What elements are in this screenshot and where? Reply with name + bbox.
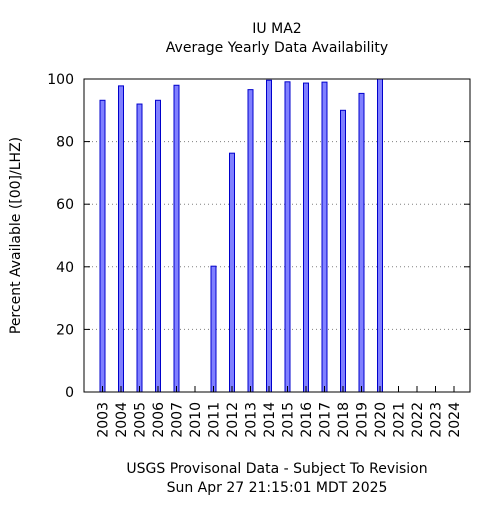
x-tick-label-2016: 2016 bbox=[299, 402, 315, 438]
y-tick-label: 20 bbox=[56, 322, 74, 338]
footer-timestamp: Sun Apr 27 21:15:01 MDT 2025 bbox=[167, 480, 388, 496]
y-tick-label: 40 bbox=[56, 260, 74, 276]
plot-frame bbox=[83, 78, 471, 393]
x-tick-label-2006: 2006 bbox=[151, 402, 167, 438]
bar-2004 bbox=[118, 85, 124, 393]
x-tick-label-2014: 2014 bbox=[262, 402, 278, 438]
x-axis-ticks: 2003 2004 2005 2006 2007 2010 2011 2012 2013 2014… bbox=[96, 386, 463, 438]
x-tick-label-2011: 2011 bbox=[207, 402, 223, 438]
bar-2005 bbox=[136, 103, 143, 393]
x-tick-label-2015: 2015 bbox=[281, 402, 297, 438]
x-tick-label-2022: 2022 bbox=[410, 402, 426, 438]
bars bbox=[99, 78, 383, 393]
x-tick-label-2020: 2020 bbox=[373, 402, 389, 438]
chart-subtitle: Average Yearly Data Availability bbox=[166, 40, 388, 56]
y-tick-label: 0 bbox=[65, 385, 74, 401]
y-axis-label: Percent Available ([00]/LHZ) bbox=[8, 137, 24, 334]
x-tick-label-2005: 2005 bbox=[133, 402, 149, 438]
bar-2019 bbox=[358, 92, 365, 393]
x-tick-label-2023: 2023 bbox=[429, 402, 445, 438]
chart-title: IU MA2 bbox=[252, 21, 301, 37]
bar-2007 bbox=[173, 84, 180, 393]
x-tick-label-2019: 2019 bbox=[355, 402, 371, 438]
x-tick-label-2012: 2012 bbox=[225, 402, 241, 438]
bar-2014 bbox=[266, 79, 272, 393]
x-tick-label-2010: 2010 bbox=[188, 402, 204, 438]
bar-2017 bbox=[321, 81, 328, 393]
x-tick-label-2021: 2021 bbox=[392, 402, 408, 438]
bar-2016 bbox=[303, 82, 309, 393]
bar-2011 bbox=[210, 265, 217, 393]
bar-2020 bbox=[377, 78, 383, 393]
x-tick-label-2007: 2007 bbox=[170, 402, 186, 438]
bar-2013 bbox=[247, 89, 254, 393]
x-tick-label-2018: 2018 bbox=[336, 402, 352, 438]
x-tick-label-2024: 2024 bbox=[447, 402, 463, 438]
x-tick-label-2013: 2013 bbox=[244, 402, 260, 438]
bar-2006 bbox=[155, 99, 161, 393]
y-axis-ticks: 0 20 40 60 80 100 bbox=[47, 72, 470, 401]
x-tick-label-2003: 2003 bbox=[96, 402, 112, 438]
y-tick-label: 80 bbox=[56, 135, 74, 151]
y-tick-label: 100 bbox=[47, 72, 74, 88]
x-tick-label-2004: 2004 bbox=[114, 402, 130, 438]
y-tick-label: 60 bbox=[56, 197, 74, 213]
bar-2018 bbox=[340, 109, 346, 393]
x-tick-label-2017: 2017 bbox=[318, 402, 334, 438]
bar-2015 bbox=[284, 81, 291, 393]
bar-2003 bbox=[99, 99, 106, 393]
footer-disclaimer: USGS Provisonal Data - Subject To Revisi… bbox=[126, 461, 427, 477]
bar-2012 bbox=[229, 152, 235, 393]
